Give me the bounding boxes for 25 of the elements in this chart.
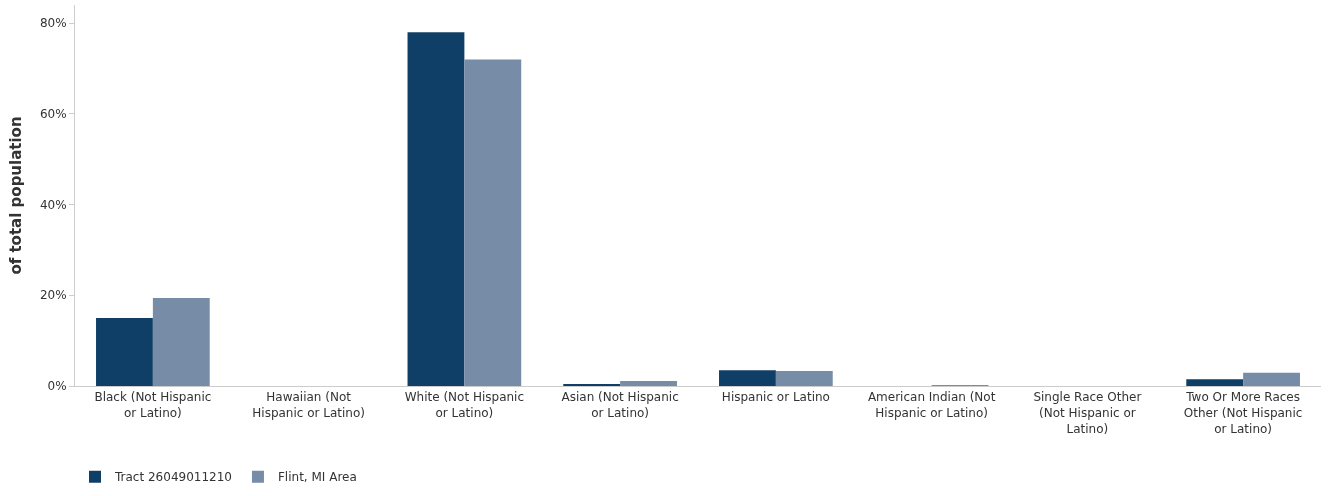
- x-tick-label: Two Or More Races Other (Not Hispanic or Latino): [1183, 390, 1303, 436]
- y-tick-label: 80%: [39, 16, 67, 31]
- x-tick-label: Hispanic or Latino: [721, 390, 830, 405]
- y-tick-label: 40%: [39, 197, 67, 212]
- bar: [620, 381, 677, 386]
- x-tick-label: American Indian (Not Hispanic or Latino): [867, 390, 996, 420]
- x-tick-label: Black (Not Hispanic or Latino): [94, 390, 212, 420]
- bar: [775, 371, 833, 386]
- bar: [719, 370, 776, 386]
- y-axis-title: of total population: [7, 116, 26, 275]
- bar: [1243, 372, 1300, 386]
- y-tick-label: 60%: [39, 107, 67, 122]
- legend-label: Tract 26049011210: [114, 470, 232, 485]
- x-tick-label: White (Not Hispanic or Latino): [404, 390, 525, 420]
- legend-label: Flint, MI Area: [277, 470, 357, 485]
- bar: [1186, 379, 1244, 386]
- x-tick-label: Asian (Not Hispanic or Latino): [561, 390, 679, 420]
- x-tick-label: Hawaiian (Not Hispanic or Latino): [252, 390, 365, 420]
- bar: [407, 32, 465, 386]
- x-tick-label: Single Race Other (Not Hispanic or Latino): [1033, 390, 1142, 436]
- bar: [464, 59, 522, 386]
- bar: [152, 298, 210, 386]
- bar: [96, 317, 153, 386]
- y-tick-label: 20%: [39, 288, 67, 303]
- y-tick-label: 0%: [47, 379, 67, 394]
